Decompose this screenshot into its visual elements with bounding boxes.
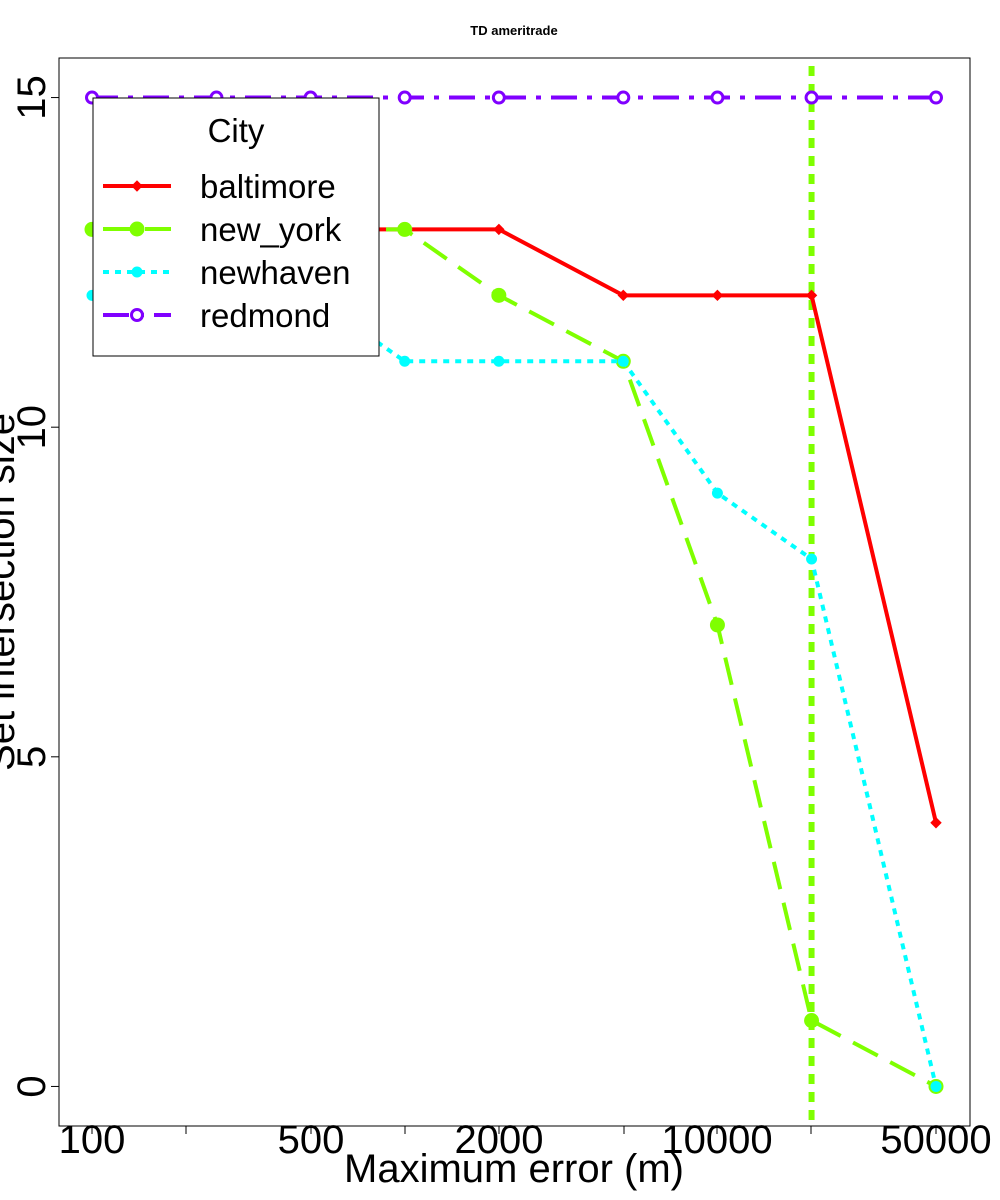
legend-label: redmond (200, 297, 330, 334)
data-point (804, 1013, 820, 1029)
data-point (930, 817, 942, 829)
y-tick-label: 15 (10, 75, 54, 120)
data-point (616, 90, 631, 105)
data-point (617, 289, 629, 302)
data-point (493, 355, 505, 367)
y-tick-label: 10 (10, 405, 54, 450)
legend-label: baltimore (200, 168, 336, 205)
x-tick-label: 2000 (455, 1118, 544, 1162)
data-point (805, 289, 818, 302)
axes: 100 500 2000 10000 50000 0 5 10 15 (10, 75, 992, 1162)
data-point (493, 223, 505, 236)
data-point (131, 180, 143, 192)
data-point (397, 221, 413, 237)
x-tick-label: 500 (278, 1118, 345, 1162)
data-point (491, 287, 507, 303)
x-axis-title: Maximum error (m) (344, 1147, 684, 1191)
y-axis-title: Set intersection size (0, 413, 23, 771)
data-point (711, 487, 723, 499)
chart-title: TD ameritrade (470, 23, 557, 38)
x-tick-label: 10000 (661, 1118, 772, 1162)
plot-frame (58, 57, 971, 1127)
data-point (929, 90, 943, 105)
data-point (804, 90, 819, 105)
legend-title: City (208, 112, 265, 149)
legend: City baltimore new_york newhaven redmond (92, 97, 380, 357)
data-point (130, 308, 144, 322)
data-point (711, 289, 724, 302)
y-tick-label: 0 (10, 1075, 54, 1097)
y-tick-label: 5 (10, 746, 54, 768)
data-point (129, 221, 145, 237)
data-point (399, 355, 411, 367)
legend-label: new_york (200, 211, 342, 248)
legend-label: newhaven (200, 254, 350, 291)
data-point (397, 90, 412, 105)
data-point (709, 617, 725, 633)
data-point (806, 553, 818, 565)
data-point (617, 355, 629, 367)
data-point (710, 90, 725, 105)
x-tick-label: 50000 (880, 1118, 991, 1162)
data-point (930, 1080, 942, 1092)
x-tick-label: 100 (59, 1118, 126, 1162)
data-point (131, 266, 143, 278)
data-point (491, 90, 506, 105)
